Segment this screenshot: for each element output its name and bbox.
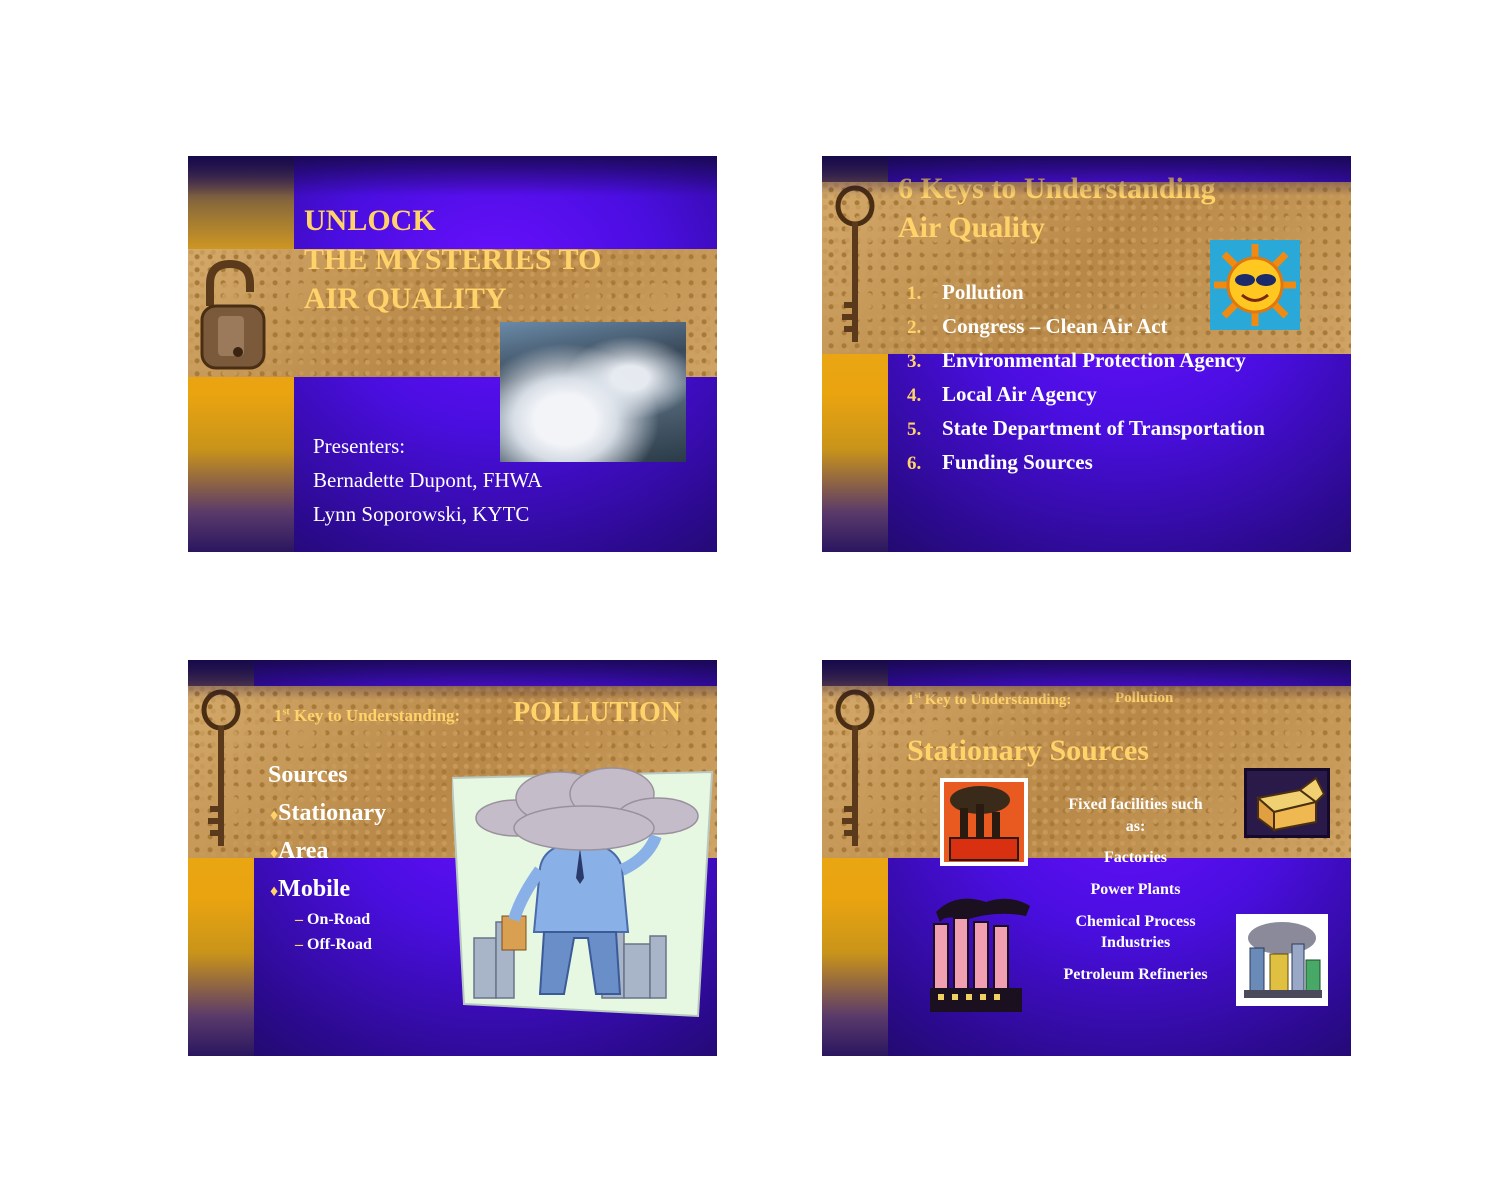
factory-smoke-clipart	[940, 778, 1028, 866]
mountain-fog-photo	[500, 322, 686, 462]
dash-bullet: –	[295, 936, 307, 953]
slide-six-keys: 6 Keys to Understanding Air Quality 1. P…	[822, 156, 1351, 552]
title-line-2: Air Quality	[898, 211, 1045, 244]
header-topic: POLLUTION	[513, 697, 682, 728]
title-line-3: AIR QUALITY	[304, 282, 507, 315]
list-item-3: Environmental Protection Agency	[942, 348, 1246, 372]
header-ordinal: 1	[907, 692, 915, 708]
presenter-1: Bernadette Dupont, FHWA	[313, 468, 543, 492]
title-line-2: THE MYSTERIES TO	[304, 243, 602, 276]
list-number-3: 3.	[907, 351, 922, 372]
sub-bullet-off-road: – Off-Road	[295, 936, 372, 953]
dash-bullet: –	[295, 911, 307, 928]
list-number-1: 1.	[907, 283, 922, 304]
key-icon	[196, 688, 246, 858]
sun-sunglasses-icon	[1210, 240, 1300, 330]
diamond-bullet-icon: ♦	[270, 883, 279, 900]
slide-header: 1st Key to Understanding:	[907, 690, 1071, 709]
list-number-6: 6.	[907, 453, 922, 474]
padlock-icon	[196, 256, 276, 376]
bullet-area: ♦Area	[270, 838, 329, 864]
text-line-6: Industries	[1100, 934, 1171, 951]
list-number-2: 2.	[907, 317, 922, 338]
text-line-7: Petroleum Refineries	[1063, 966, 1208, 983]
text-line-4: Power Plants	[1090, 881, 1181, 898]
text-line-5: Chemical Process	[1075, 913, 1196, 930]
list-item-1: Pollution	[942, 280, 1024, 304]
diamond-bullet-icon: ♦	[270, 807, 279, 824]
list-number-4: 4.	[907, 385, 922, 406]
sources-label: Sources	[268, 762, 348, 788]
header-ordinal: 1	[274, 706, 283, 725]
header-text: Key to Understanding:	[289, 706, 461, 725]
list-number-5: 5.	[907, 419, 922, 440]
businessman-cloud-head-clipart	[450, 758, 716, 1023]
title-line-1: 6 Keys to Understanding	[898, 172, 1216, 205]
slide-stationary-sources: 1st Key to Understanding: Pollution Stat…	[822, 660, 1351, 1056]
title-line-1: UNLOCK	[304, 204, 436, 237]
header-suffix: st	[282, 706, 290, 718]
slide-header: 1st Key to Understanding:	[274, 706, 460, 726]
bullet-mobile: ♦Mobile	[270, 876, 351, 902]
key-icon	[830, 688, 880, 858]
text-line-3: Factories	[1103, 849, 1168, 866]
bullet-stationary: ♦Stationary	[270, 800, 387, 826]
text-line-1: Fixed facilities such	[1068, 796, 1203, 813]
presenter-2: Lynn Soporowski, KYTC	[313, 502, 530, 526]
slide-pollution: 1st Key to Understanding: POLLUTION Sour…	[188, 660, 717, 1056]
list-item-2: Congress – Clean Air Act	[942, 314, 1168, 338]
header-topic: Pollution	[1115, 690, 1174, 706]
smokestacks-clipart	[926, 892, 1034, 1019]
text-line-2: as:	[1125, 818, 1146, 835]
slide-title: UNLOCK THE MYSTERIES TO AIR QUALITY Pres…	[188, 156, 717, 552]
sub-bullet-on-road: – On-Road	[295, 911, 371, 928]
slide-title: Stationary Sources	[907, 734, 1149, 767]
open-box-clipart	[1244, 768, 1330, 838]
list-item-5: State Department of Transportation	[942, 416, 1265, 440]
list-item-4: Local Air Agency	[942, 382, 1097, 406]
diamond-bullet-icon: ♦	[270, 845, 279, 862]
key-icon	[830, 184, 880, 354]
refinery-clipart	[1236, 914, 1328, 1006]
header-text: Key to Understanding:	[921, 692, 1072, 708]
presenters-label: Presenters:	[313, 434, 406, 458]
list-item-6: Funding Sources	[942, 450, 1093, 474]
header-suffix: st	[914, 690, 922, 700]
